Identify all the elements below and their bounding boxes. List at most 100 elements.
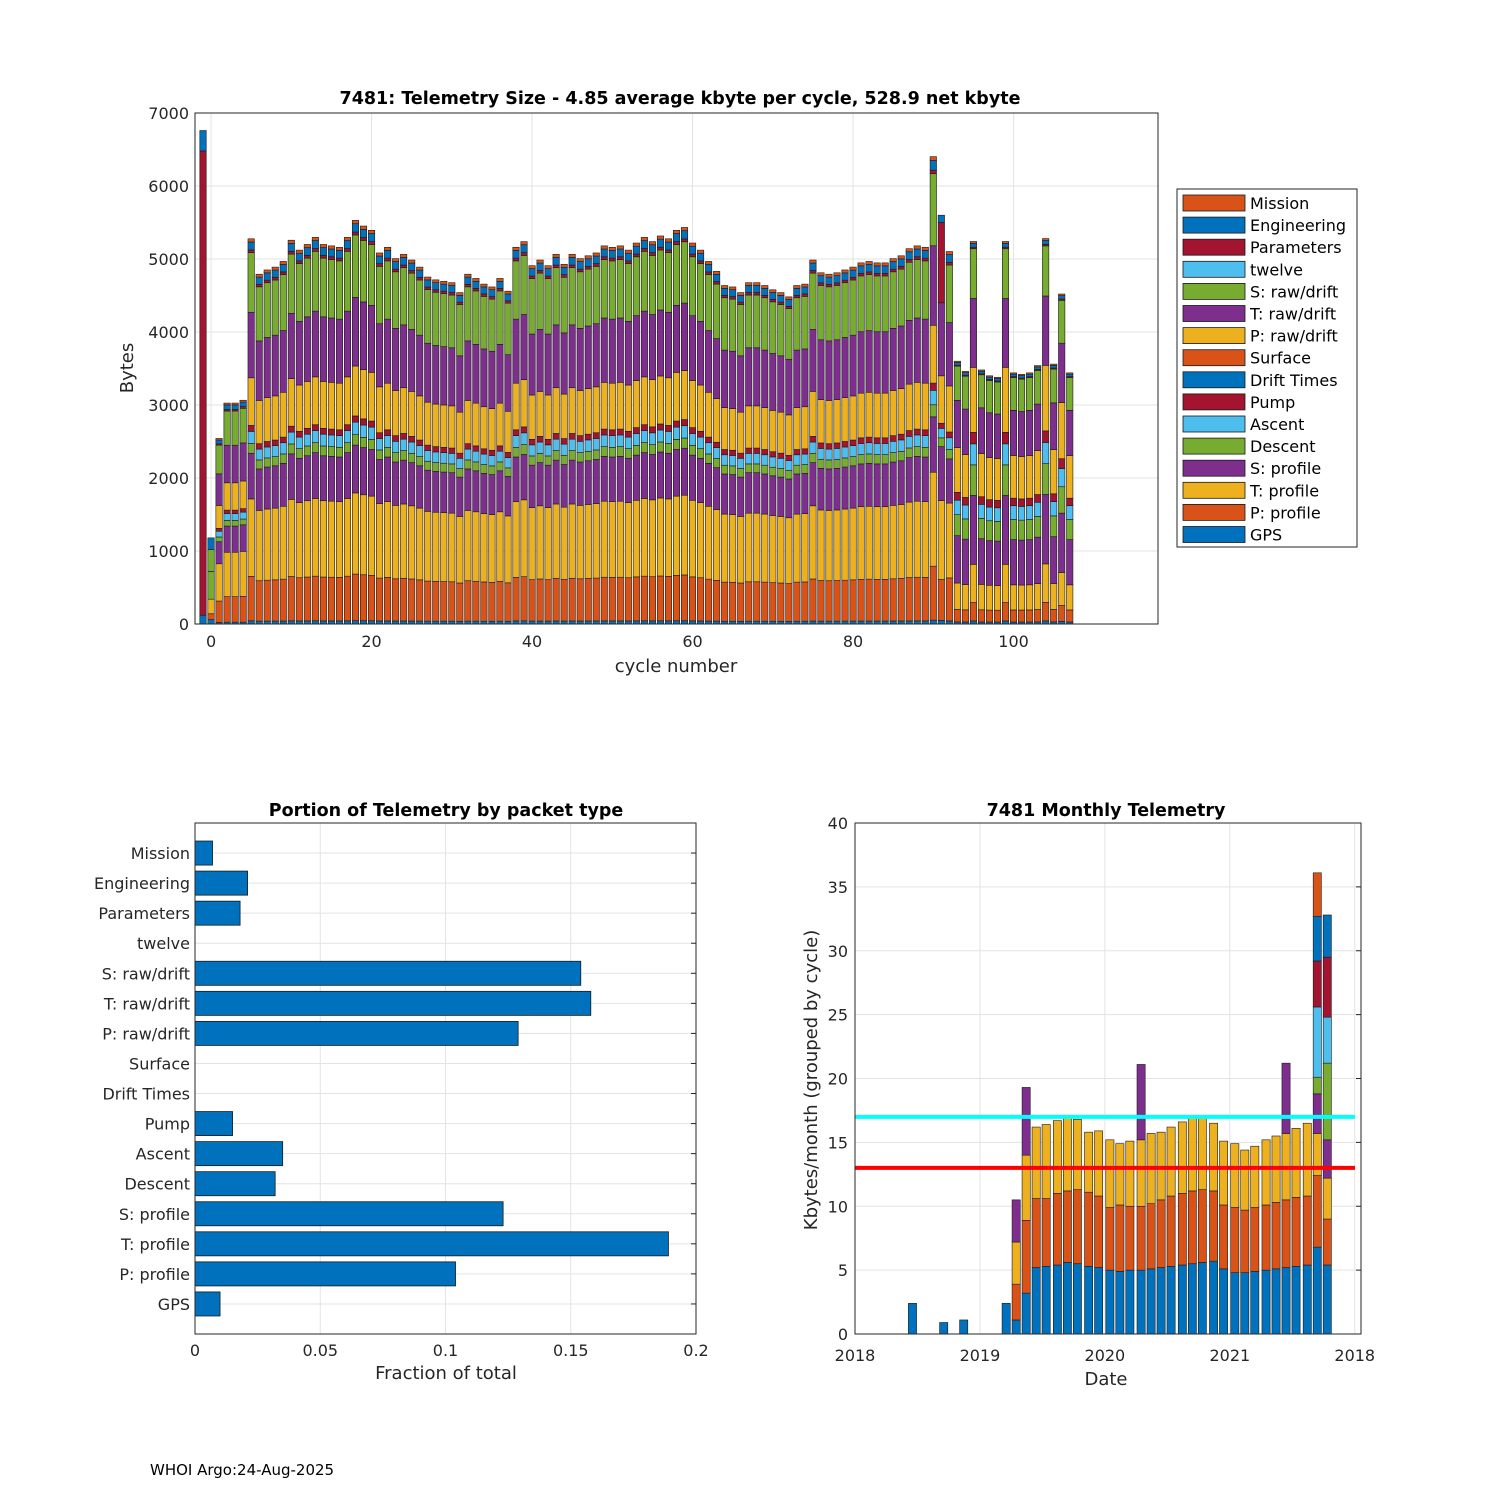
- bar-segment: [472, 288, 480, 292]
- bar-segment: [480, 286, 488, 295]
- bar-segment: [1197, 1262, 1207, 1335]
- top-cycle-bar: [608, 246, 616, 625]
- bar-segment: [945, 437, 953, 450]
- bar-segment: [319, 244, 327, 248]
- top-cycle-bar: [729, 286, 737, 625]
- br-y-tick-label: 25: [828, 1006, 848, 1025]
- bl-chart-title: Portion of Telemetry by packet type: [269, 801, 624, 821]
- bar-segment: [705, 330, 713, 393]
- bar-segment: [552, 433, 560, 440]
- bar-segment: [568, 433, 576, 440]
- br-x-tick-label: 2020: [1085, 1346, 1126, 1365]
- bar-segment: [849, 579, 857, 622]
- bar-segment: [263, 397, 271, 442]
- bar-segment: [977, 504, 985, 519]
- br-month-bar: [1209, 1122, 1218, 1335]
- bar-segment: [769, 299, 777, 303]
- bar-segment: [817, 468, 825, 511]
- bar-segment: [536, 452, 544, 463]
- bar-segment: [705, 391, 713, 438]
- bar-segment: [857, 437, 865, 444]
- bar-segment: [456, 516, 464, 584]
- bar-segment: [713, 283, 721, 339]
- bar-segment: [977, 538, 985, 585]
- bar-segment: [1042, 463, 1050, 495]
- bar-segment: [488, 465, 496, 475]
- br-month-bar: [1062, 1117, 1072, 1335]
- bar-segment: [384, 257, 392, 262]
- br-y-tick-label: 15: [828, 1133, 848, 1152]
- br-month-bar: [1302, 1122, 1312, 1335]
- bar-segment: [913, 248, 921, 258]
- br-month-bar: [1084, 1131, 1094, 1335]
- top-cycle-bar: [913, 245, 921, 625]
- bar-segment: [1066, 497, 1074, 507]
- bar-segment: [584, 504, 592, 579]
- bar-segment: [961, 372, 969, 376]
- bar-segment: [520, 576, 528, 622]
- top-cycle-bar: [929, 156, 937, 625]
- bar-segment: [753, 294, 761, 349]
- bar-segment: [488, 474, 496, 515]
- bar-segment: [560, 393, 568, 439]
- bar-segment: [825, 443, 833, 450]
- bar-segment: [745, 581, 753, 622]
- bar-segment: [1084, 1265, 1094, 1335]
- bar-segment: [1209, 1260, 1218, 1335]
- bar-segment: [921, 456, 929, 502]
- bar-segment: [343, 452, 351, 499]
- top-cycle-bar: [945, 251, 953, 625]
- bar-segment: [721, 285, 729, 289]
- bar-segment: [504, 290, 512, 295]
- bar-segment: [1026, 539, 1034, 586]
- bar-segment: [1281, 1199, 1291, 1268]
- bar-segment: [793, 294, 801, 299]
- bar-segment: [576, 328, 584, 391]
- bar-segment: [777, 476, 785, 517]
- bar-segment: [969, 367, 977, 433]
- bar-segment: [311, 251, 319, 312]
- bar-segment: [993, 521, 1002, 542]
- bar-segment: [528, 455, 536, 466]
- legend-label: Engineering: [1250, 216, 1346, 235]
- bar-segment: [560, 332, 568, 395]
- bar-segment: [424, 450, 432, 462]
- bar-segment: [1034, 516, 1042, 538]
- bar-segment: [560, 274, 568, 278]
- top-cycle-bar: [207, 537, 215, 625]
- bar-segment: [921, 429, 929, 436]
- bar-segment: [873, 506, 881, 580]
- bar-segment: [753, 285, 761, 293]
- top-y-tick-label: 6000: [148, 177, 189, 196]
- bar-segment: [576, 441, 584, 453]
- top-cycle-bar: [841, 269, 849, 625]
- top-cycle-bar: [1066, 372, 1074, 625]
- bar-segment: [1261, 1139, 1271, 1206]
- top-cycle-bar: [584, 255, 592, 625]
- bar-segment: [1050, 363, 1058, 366]
- top-cycle-bar: [223, 402, 231, 625]
- top-y-tick-label: 5000: [148, 250, 189, 269]
- bar-segment: [761, 288, 769, 296]
- bar-segment: [400, 264, 408, 269]
- bar-segment: [576, 578, 584, 622]
- top-cycle-bar: [400, 254, 408, 625]
- bar-segment: [255, 276, 263, 285]
- top-cycle-bar: [424, 276, 432, 625]
- bar-segment: [528, 439, 536, 446]
- bar-segment: [897, 450, 905, 462]
- bar-segment: [496, 461, 504, 472]
- bar-segment: [1058, 293, 1066, 296]
- bar-segment: [327, 576, 335, 622]
- bar-segment: [335, 456, 343, 502]
- bar-segment: [905, 430, 913, 437]
- top-cycle-bar: [785, 296, 793, 625]
- bar-segment: [440, 293, 448, 347]
- br-month-bar: [1115, 1143, 1125, 1335]
- bar-segment: [697, 384, 705, 432]
- bar-segment: [552, 257, 560, 266]
- bar-segment: [616, 248, 624, 258]
- bar-segment: [825, 580, 833, 622]
- bar-segment: [1001, 1303, 1011, 1335]
- bar-segment: [255, 510, 263, 582]
